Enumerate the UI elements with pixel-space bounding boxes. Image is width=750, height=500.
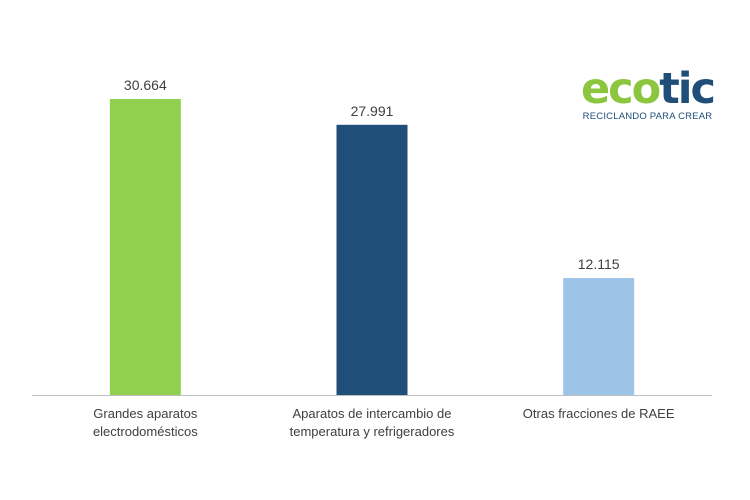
category-label-1-line-1: Grandes aparatos bbox=[93, 406, 198, 421]
logo-tagline: RECICLANDO PARA CREAR bbox=[582, 111, 713, 122]
logo-wordmark-tic: tic bbox=[659, 64, 716, 114]
logo-wordmark-eco: eco bbox=[581, 64, 661, 114]
data-label-2: 27.991 bbox=[351, 103, 394, 119]
bar-3 bbox=[563, 278, 635, 395]
ecotic-logo: ecotic RECICLANDO PARA CREAR bbox=[580, 68, 716, 123]
bar-1 bbox=[109, 99, 181, 395]
category-label-3-line-1: Otras fracciones de RAEE bbox=[523, 406, 675, 421]
bar-2 bbox=[336, 124, 408, 396]
category-label-1-line-2: electrodomésticos bbox=[93, 424, 198, 439]
data-label-1: 30.664 bbox=[124, 77, 167, 93]
data-label-3: 12.115 bbox=[578, 256, 620, 272]
category-label-2-line-2: temperatura y refrigeradores bbox=[290, 424, 455, 439]
category-label-2-line-1: Aparatos de intercambio de bbox=[293, 406, 452, 421]
logo-wordmark: ecotic bbox=[580, 68, 716, 111]
